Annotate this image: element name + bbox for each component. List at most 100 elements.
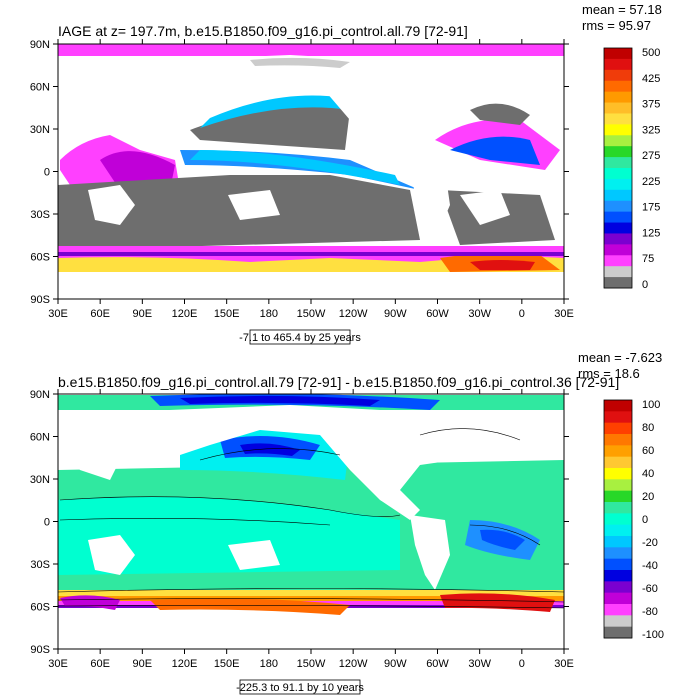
panel-1-map [58, 44, 564, 299]
lon-tick-label: 150E [214, 308, 240, 320]
lon-tick-label: 120E [172, 658, 198, 670]
panel-1-colorbar: 500 425 375 325 275 225 175 125 75 0 [603, 47, 660, 291]
colorbar-label: 60 [642, 445, 654, 457]
colorbar-swatch [604, 468, 632, 480]
colorbar-label: -60 [642, 583, 658, 595]
panel-2-colorbar: 100 80 60 40 20 0 -20 -40 -60 -80 -100 [603, 399, 664, 641]
colorbar-swatch [604, 558, 632, 571]
lon-tick-label: 120W [339, 308, 368, 320]
lon-tick-label: 60W [426, 658, 449, 670]
colorbar-label: 80 [642, 422, 654, 434]
colorbar-swatch [604, 255, 632, 267]
lon-tick-label: 150W [297, 658, 326, 670]
africa-south [88, 185, 135, 225]
colorbar-swatch [604, 146, 632, 158]
colorbar-label: 20 [642, 491, 654, 503]
lon-tick-label: 30W [468, 308, 491, 320]
lat-tick-label: 60N [30, 82, 50, 94]
northern-landmass-2 [58, 405, 564, 520]
lon-tick-label: 30E [48, 658, 68, 670]
lon-tick-label: 90E [133, 308, 153, 320]
colorbar-label: 40 [642, 468, 654, 480]
panel-2-lon-axis: 30E 60E 90E 120E 150E 180 150W 120W 90W 60W 30W 0 30… [48, 389, 574, 670]
panel-2-mean: mean = -7.623 [578, 350, 662, 365]
colorbar-swatch [604, 124, 632, 136]
lon-tick-label: 150E [214, 658, 240, 670]
lon-tick-label: 120E [172, 308, 198, 320]
lon-tick-label: 150W [297, 308, 326, 320]
colorbar-swatch [604, 411, 632, 424]
colorbar-swatch [604, 422, 632, 435]
colorbar-label: 225 [642, 176, 660, 188]
colorbar-label: 100 [642, 399, 660, 411]
lat-tick-label: 0 [44, 167, 50, 179]
panel-1-range-box [249, 329, 351, 345]
colorbar-swatch [604, 456, 632, 469]
colorbar-swatch [604, 102, 632, 114]
panel-1-title: IAGE at z= 197.7m, b.e15.B1850.f09_g16.p… [58, 23, 468, 39]
colorbar-swatch [604, 581, 632, 594]
colorbar-label: 275 [642, 150, 660, 162]
panel-1-rms: rms = 95.97 [582, 18, 651, 33]
contour-lines [58, 428, 564, 609]
lon-tick-label: 90W [384, 308, 407, 320]
lat-tick-label: 30S [30, 559, 50, 571]
lat-tick-label: 90S [30, 644, 50, 656]
colorbar-swatch [604, 80, 632, 93]
colorbar-swatch [604, 277, 632, 289]
south-america [410, 165, 450, 240]
colorbar-label: 425 [642, 73, 660, 85]
lat-tick-label: 60S [30, 252, 50, 264]
colorbar-label: -100 [642, 629, 664, 641]
northern-landmass [58, 55, 564, 170]
panel-2-lat-axis: 90N 60N 30N 0 30S 60S 90S [30, 389, 569, 656]
panel-2-rms: rms = 18.6 [578, 366, 640, 381]
colorbar-swatch [604, 592, 632, 605]
lon-tick-label: 60E [90, 658, 110, 670]
colorbar-swatch [604, 570, 632, 582]
lat-tick-label: 0 [44, 517, 50, 529]
lat-tick-label: 90N [30, 39, 50, 51]
colorbar-label: 500 [642, 47, 660, 59]
antarctica-2 [58, 618, 564, 649]
lon-tick-label: 0 [519, 658, 525, 670]
arctic-band [58, 44, 564, 56]
colorbar-swatch [604, 91, 632, 104]
antarctica [58, 278, 564, 299]
panel-1-lat-axis: 90N 60N 30N 0 30S 60S 90S [30, 39, 569, 306]
colorbar-label: 75 [642, 253, 654, 265]
panel-1-lon-axis: 30E 60E 90E 120E 150E 180 150W 120W 90W 60W 30W 0 30… [48, 39, 574, 320]
colorbar-swatch [604, 502, 632, 514]
colorbar-label: 0 [642, 279, 648, 291]
colorbar-swatch [604, 189, 632, 202]
lon-tick-label: 180 [260, 308, 278, 320]
colorbar-label: -40 [642, 560, 658, 572]
colorbar-label: 125 [642, 227, 660, 239]
panel-2-range-box [239, 679, 361, 695]
colorbar-swatch [604, 445, 632, 458]
colorbar-swatch [604, 233, 632, 245]
australia [228, 190, 280, 220]
colorbar-swatch [604, 400, 632, 412]
lon-tick-label: 30W [468, 658, 491, 670]
colorbar-swatch [604, 547, 632, 560]
panel-2-range-note: -225.3 to 91.1 by 10 years [236, 682, 364, 694]
colorbar-swatch [604, 135, 632, 147]
colorbar-swatch [604, 244, 632, 256]
lat-tick-label: 90S [30, 294, 50, 306]
colorbar-label: 325 [642, 124, 660, 136]
colorbar-swatch [604, 479, 632, 492]
lat-tick-label: 30N [30, 474, 50, 486]
lon-tick-label: 180 [260, 658, 278, 670]
lat-tick-label: 30N [30, 124, 50, 136]
lon-tick-label: 60E [90, 308, 110, 320]
panel-2-title: b.e15.B1850.f09_g16.pi_control.all.79 [7… [58, 374, 619, 390]
colorbar-swatch [604, 626, 632, 639]
lon-tick-label: 90E [133, 658, 153, 670]
panel-1-mean: mean = 57.18 [582, 2, 662, 17]
lon-tick-label: 90W [384, 658, 407, 670]
colorbar-swatch [604, 48, 632, 60]
panel-1: IAGE at z= 197.7m, b.e15.B1850.f09_g16.p… [30, 2, 662, 345]
south-america-2 [410, 515, 450, 590]
